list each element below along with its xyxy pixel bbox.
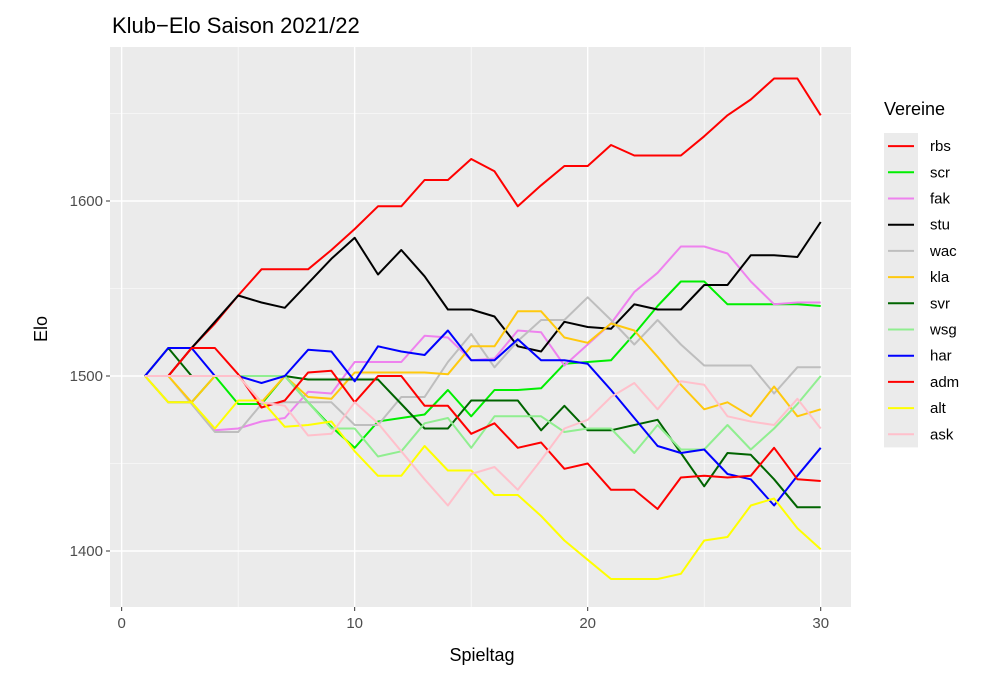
- x-tick-label: 0: [117, 615, 125, 632]
- y-tick-label: 1600: [70, 193, 103, 210]
- legend-title: Vereine: [884, 99, 945, 119]
- x-tick-label: 20: [579, 615, 596, 632]
- series-line-rbs: [145, 77, 822, 377]
- chart-title: Klub−Elo Saison 2021/22: [112, 13, 360, 38]
- legend-label-stu: stu: [930, 217, 950, 234]
- plot-panel: [110, 47, 851, 607]
- series-line-har: [144, 329, 822, 507]
- y-axis-title: Elo: [31, 316, 51, 342]
- series-line-wsg: [145, 375, 822, 458]
- x-tick-label: 10: [346, 615, 363, 632]
- legend-label-fak: fak: [930, 191, 951, 208]
- x-axis-title: Spieltag: [449, 645, 514, 665]
- panel-background: [110, 47, 851, 607]
- y-axis: 1400 1500 1600: [70, 193, 110, 560]
- legend-label-scr: scr: [930, 164, 950, 181]
- legend-label-ask: ask: [930, 426, 954, 443]
- series-layer: [144, 77, 822, 580]
- y-tick-label: 1400: [70, 543, 103, 560]
- series-line-stu: [145, 221, 822, 377]
- legend-key-background: [884, 133, 918, 448]
- y-tick-label: 1500: [70, 368, 103, 385]
- legend-label-wsg: wsg: [929, 322, 957, 339]
- series-line-alt: [144, 375, 822, 580]
- legend-label-har: har: [930, 348, 952, 365]
- legend-label-kla: kla: [930, 269, 950, 286]
- x-tick-label: 30: [812, 615, 829, 632]
- series-line-wac: [145, 296, 821, 433]
- legend-label-svr: svr: [930, 295, 950, 312]
- x-axis: 0 10 20 30: [117, 607, 829, 632]
- series-line-adm: [145, 347, 821, 510]
- legend-label-adm: adm: [930, 374, 959, 391]
- legend-label-wac: wac: [929, 243, 957, 260]
- legend-label-rbs: rbs: [930, 138, 951, 155]
- series-line-ask: [145, 375, 822, 507]
- legend-label-alt: alt: [930, 400, 947, 417]
- legend: Vereine rbs scr fak stu wac kla svr wsg har adm al…: [884, 99, 959, 448]
